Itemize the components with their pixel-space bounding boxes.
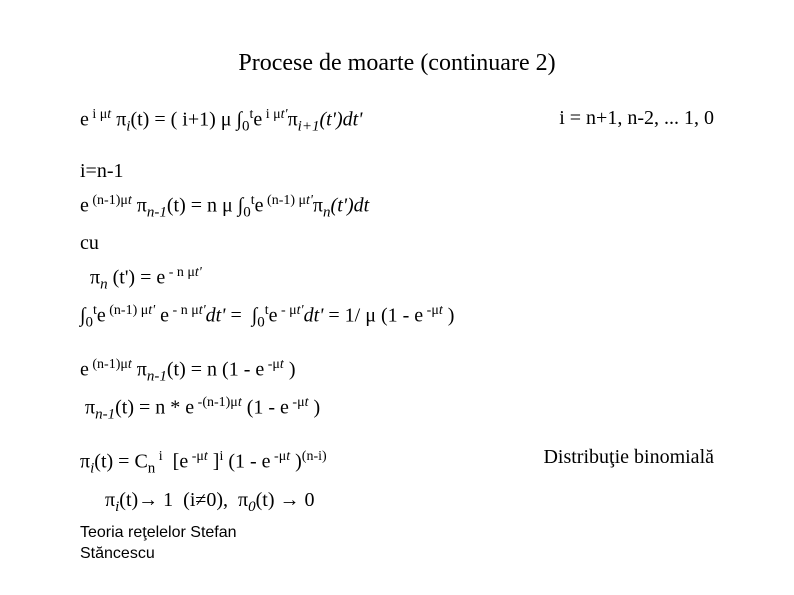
block-4-left: πi(t) = Cn i [e -μt ]i (1 - e -μt )(n-i)… <box>80 446 327 522</box>
page-title: Procese de moarte (continuare 2) <box>80 50 714 77</box>
block2-line1: i=n-1 <box>80 156 714 186</box>
block4-line1: πi(t) = Cn i [e -μt ]i (1 - e -μt )(n-i) <box>80 446 327 480</box>
block2-line2: e (n-1)μt πn-1(t) = n μ ∫0te (n-1) μt'πn… <box>80 190 714 224</box>
equation-1-row: e i μt πi(t) = ( i+1) μ ∫0te i μt'πi+1(t… <box>80 107 714 136</box>
integral-line: ∫0te (n-1) μt' e - n μt'dt' = ∫0te - μt'… <box>80 300 714 334</box>
block4-line2: πi(t)→ 1 (i≠0), π0(t) → 0 <box>80 485 327 519</box>
block3-line1: e (n-1)μt πn-1(t) = n (1 - e -μt ) <box>80 354 714 388</box>
footer-line1: Teoria reţelelor Stefan <box>80 523 237 544</box>
block-4-row: πi(t) = Cn i [e -μt ]i (1 - e -μt )(n-i)… <box>80 446 714 522</box>
equation-1-right: i = n+1, n-2, ... 1, 0 <box>559 107 714 136</box>
block2-line4: πn (t') = e - n μt' <box>80 262 714 296</box>
block2-line3: cu <box>80 228 714 258</box>
equation-1-left: e i μt πi(t) = ( i+1) μ ∫0te i μt'πi+1(t… <box>80 107 362 136</box>
block-4-right: Distribuţie binomială <box>543 446 714 522</box>
footer-line2: Stăncescu <box>80 544 237 565</box>
block3-line2: πn-1(t) = n * e -(n-1)μt (1 - e -μt ) <box>80 392 714 426</box>
footer: Teoria reţelelor Stefan Stăncescu <box>80 523 237 565</box>
block-3: e (n-1)μt πn-1(t) = n (1 - e -μt ) πn-1(… <box>80 354 714 426</box>
block-2: i=n-1 e (n-1)μt πn-1(t) = n μ ∫0te (n-1)… <box>80 156 714 334</box>
